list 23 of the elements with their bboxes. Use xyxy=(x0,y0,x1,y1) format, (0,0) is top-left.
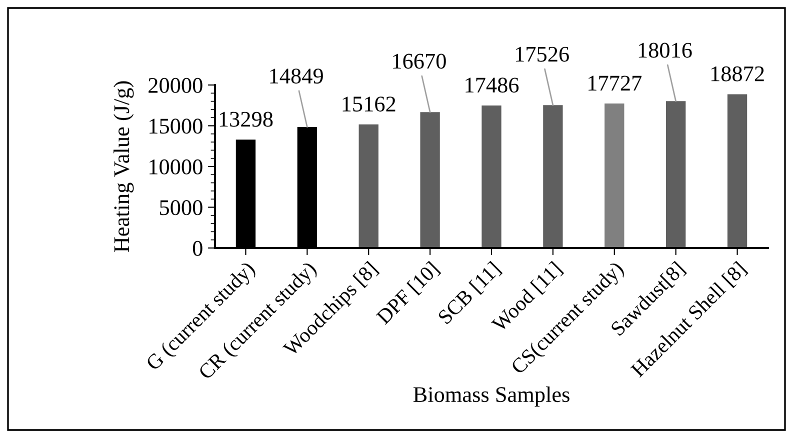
data-label: 13298 xyxy=(220,112,273,127)
data-label: 17486 xyxy=(466,78,519,93)
bar xyxy=(604,104,624,248)
data-label: 15162 xyxy=(342,96,396,112)
bar xyxy=(358,124,378,248)
data-label: 17526 xyxy=(516,46,569,62)
y-tick-label: 15000 xyxy=(150,118,202,134)
y-tick-label: 10000 xyxy=(150,159,202,174)
bar xyxy=(543,105,563,248)
y-axis-title: Heating Value (J/g) xyxy=(114,81,134,252)
data-label: 18016 xyxy=(638,42,692,58)
bar xyxy=(482,105,502,248)
bar xyxy=(666,101,686,248)
data-label: 14849 xyxy=(270,68,323,84)
bar xyxy=(420,112,440,248)
bar xyxy=(727,94,748,248)
y-tick-label: 20000 xyxy=(148,78,202,93)
x-axis-title: Biomass Samples xyxy=(413,386,570,407)
y-tick-label: 0 xyxy=(192,240,202,256)
data-label: 18872 xyxy=(711,66,764,82)
data-label: 16670 xyxy=(393,54,446,69)
y-tick-label: 5000 xyxy=(160,200,202,216)
data-label: 17727 xyxy=(588,76,642,90)
